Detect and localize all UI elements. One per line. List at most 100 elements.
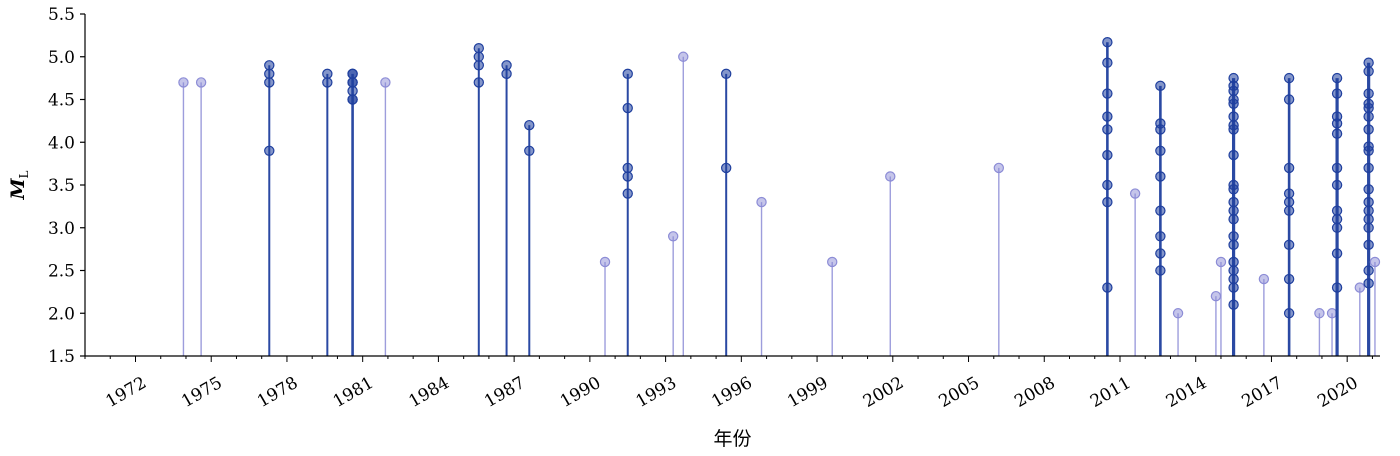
event-marker	[1363, 124, 1374, 135]
event-marker	[1363, 141, 1374, 152]
event-marker	[1172, 308, 1184, 319]
event-marker	[599, 256, 611, 268]
x-tick-label: 1978	[254, 373, 301, 412]
event-marker	[264, 68, 275, 80]
y-tick-label: 4.0	[48, 133, 75, 153]
event-marker	[1155, 171, 1166, 182]
event-marker	[1228, 205, 1239, 216]
event-marker	[1155, 145, 1166, 156]
x-tick-label: 2017	[1238, 373, 1285, 412]
event-marker	[1102, 282, 1113, 293]
event-marker	[501, 60, 512, 71]
event-marker	[1354, 282, 1366, 293]
event-marker	[322, 68, 333, 80]
chart-marks	[178, 37, 1381, 356]
event-marker	[622, 162, 633, 174]
x-tick-label: 2008	[1011, 373, 1058, 412]
event-marker	[524, 145, 535, 156]
y-tick-label: 1.5	[48, 347, 75, 367]
y-tick-label: 3.0	[48, 219, 75, 239]
event-marker	[678, 51, 689, 62]
event-marker	[1228, 239, 1239, 251]
event-marker	[501, 68, 512, 80]
x-tick-label: 1999	[784, 373, 831, 412]
event-marker	[1228, 265, 1239, 276]
event-marker	[1102, 124, 1113, 135]
event-marker	[1283, 239, 1295, 251]
event-marker	[1228, 231, 1239, 242]
event-marker	[1363, 57, 1374, 68]
event-marker	[1283, 94, 1295, 105]
event-marker	[473, 60, 485, 71]
event-marker	[885, 171, 896, 182]
event-marker	[1363, 184, 1374, 195]
event-marker	[1228, 196, 1239, 208]
event-marker	[1283, 308, 1295, 319]
event-marker	[1363, 239, 1374, 251]
event-marker	[195, 77, 207, 88]
event-marker	[1283, 273, 1295, 285]
event-marker	[1363, 205, 1374, 216]
event-marker	[347, 85, 358, 97]
event-marker	[1331, 88, 1343, 99]
event-marker	[347, 94, 358, 105]
event-marker	[1228, 213, 1239, 225]
x-tick-label: 1993	[633, 373, 680, 412]
event-marker	[1228, 273, 1239, 285]
x-tick-label: 2002	[860, 373, 907, 412]
event-marker	[1102, 88, 1113, 99]
y-tick-label: 5.0	[48, 48, 75, 68]
event-marker	[1331, 248, 1343, 259]
event-marker	[264, 77, 275, 88]
event-marker	[622, 68, 633, 80]
event-marker	[827, 256, 838, 268]
x-tick-label: 2005	[936, 373, 983, 412]
y-axis-label-sub: L	[17, 170, 31, 178]
y-tick-label: 5.5	[48, 5, 75, 25]
event-marker	[756, 196, 767, 208]
y-tick-label: 3.5	[48, 176, 75, 196]
event-marker	[1331, 205, 1343, 216]
event-marker	[1102, 37, 1113, 48]
event-marker	[1102, 149, 1113, 161]
x-tick-label: 1972	[103, 373, 150, 412]
event-marker	[1331, 111, 1343, 122]
event-marker	[1155, 118, 1166, 129]
x-tick-label: 1990	[557, 373, 604, 412]
x-tick-label: 1996	[708, 373, 755, 412]
event-marker	[1331, 282, 1343, 293]
event-marker	[1283, 72, 1295, 84]
event-marker	[1363, 278, 1374, 289]
event-marker	[1363, 66, 1374, 77]
y-ticks: 1.5 2.0 2.5 3.0 3.5 4.0 4.5 5.0 5.5	[48, 5, 85, 367]
y-axis-label: ML	[7, 170, 31, 200]
event-marker	[1331, 179, 1343, 191]
event-marker	[1331, 128, 1343, 139]
x-tick-label: 2011	[1087, 373, 1134, 412]
event-marker	[1283, 205, 1295, 216]
event-marker	[1363, 88, 1374, 99]
event-marker	[1155, 80, 1166, 92]
event-marker	[1331, 213, 1343, 225]
event-marker	[1102, 111, 1113, 122]
event-marker	[1314, 308, 1325, 319]
x-tick-label: 1975	[178, 373, 225, 412]
event-marker	[1331, 72, 1343, 84]
event-marker	[1283, 162, 1295, 174]
event-marker	[1102, 179, 1113, 191]
event-marker	[264, 60, 275, 71]
event-marker	[667, 231, 679, 242]
event-marker	[1283, 188, 1295, 199]
x-axis-label: 年份	[713, 428, 751, 450]
event-marker	[1129, 188, 1141, 199]
event-marker	[1363, 196, 1374, 208]
event-marker	[473, 77, 485, 88]
y-tick-label: 2.0	[48, 304, 75, 324]
event-marker	[1326, 308, 1338, 319]
event-marker	[347, 68, 358, 80]
event-marker	[720, 162, 732, 174]
event-marker	[524, 119, 535, 131]
event-marker	[1228, 149, 1239, 161]
event-marker	[1228, 179, 1239, 191]
